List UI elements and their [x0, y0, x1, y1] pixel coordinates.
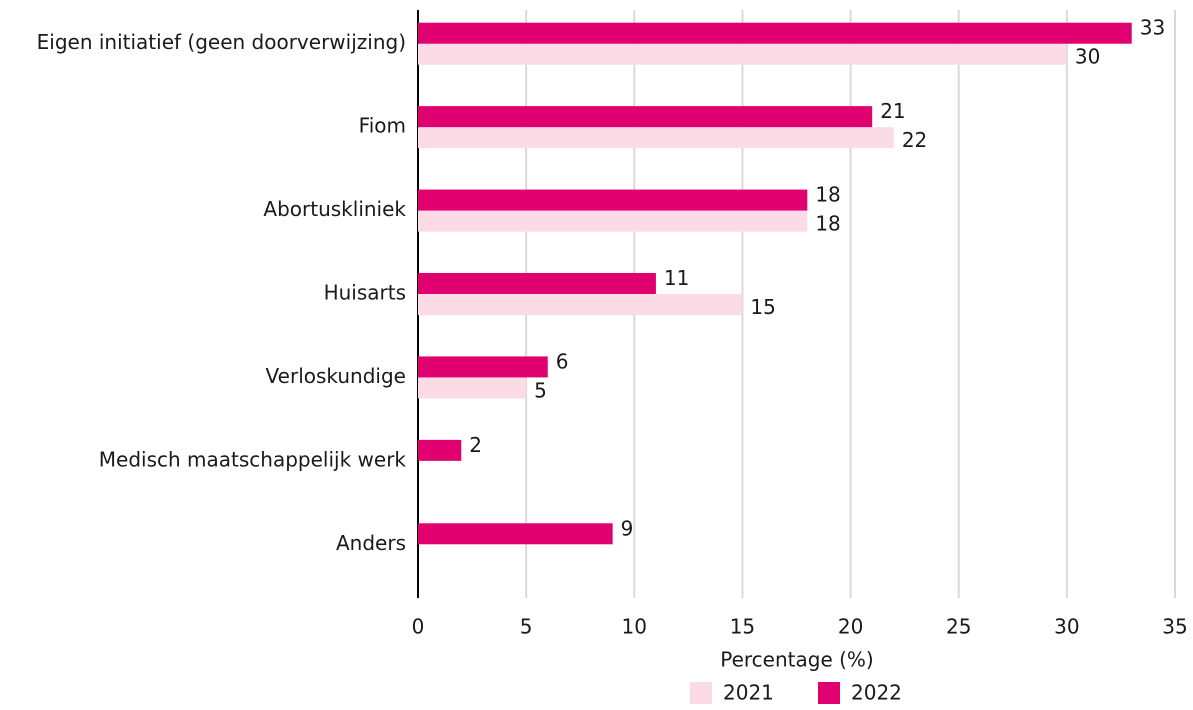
x-tick-label: 10: [622, 615, 647, 639]
y-tick-label: Anders: [336, 531, 406, 555]
value-label: 2: [469, 433, 482, 457]
bar: [418, 294, 743, 315]
legend-swatch: [690, 682, 712, 704]
value-label: 9: [621, 516, 634, 540]
bar: [418, 43, 1067, 65]
bar: [418, 22, 1132, 44]
x-tick-label: 30: [1054, 615, 1079, 639]
x-tick-label: 0: [412, 615, 425, 639]
x-axis-label: Percentage (%): [720, 648, 873, 672]
x-tick-label: 15: [730, 615, 755, 639]
bar: [418, 523, 613, 545]
legend-label: 2021: [723, 681, 774, 705]
x-tick-label: 25: [946, 615, 971, 639]
x-tick-label: 20: [838, 615, 863, 639]
bar: [418, 356, 548, 378]
bar: [418, 377, 527, 399]
y-tick-label: Eigen initiatief (geen doorverwijzing): [37, 30, 406, 54]
value-label: 15: [750, 295, 775, 319]
y-tick-label: Fiom: [359, 114, 406, 138]
legend-label: 2022: [851, 681, 902, 705]
value-label: 30: [1075, 45, 1100, 69]
y-tick-label: Medisch maatschappelijk werk: [99, 447, 407, 471]
value-label: 22: [902, 128, 927, 152]
y-tick-label: Huisarts: [324, 281, 406, 305]
x-tick-label: 5: [520, 615, 533, 639]
bar: [418, 439, 462, 461]
bar: [418, 106, 873, 128]
value-label: 5: [534, 378, 547, 402]
bar: [418, 189, 808, 211]
value-label: 18: [815, 212, 840, 236]
value-label: 21: [880, 99, 905, 123]
value-label: 11: [664, 266, 689, 290]
legend-swatch: [818, 682, 840, 704]
value-label: 18: [815, 183, 840, 207]
x-tick-label: 35: [1162, 615, 1187, 639]
bar: [418, 210, 808, 232]
bar: [418, 127, 894, 149]
y-tick-label: Verloskundige: [266, 364, 406, 388]
value-label: 33: [1140, 16, 1165, 40]
value-label: 6: [556, 349, 569, 373]
y-tick-label: Abortuskliniek: [263, 197, 406, 221]
bar: [418, 273, 656, 294]
